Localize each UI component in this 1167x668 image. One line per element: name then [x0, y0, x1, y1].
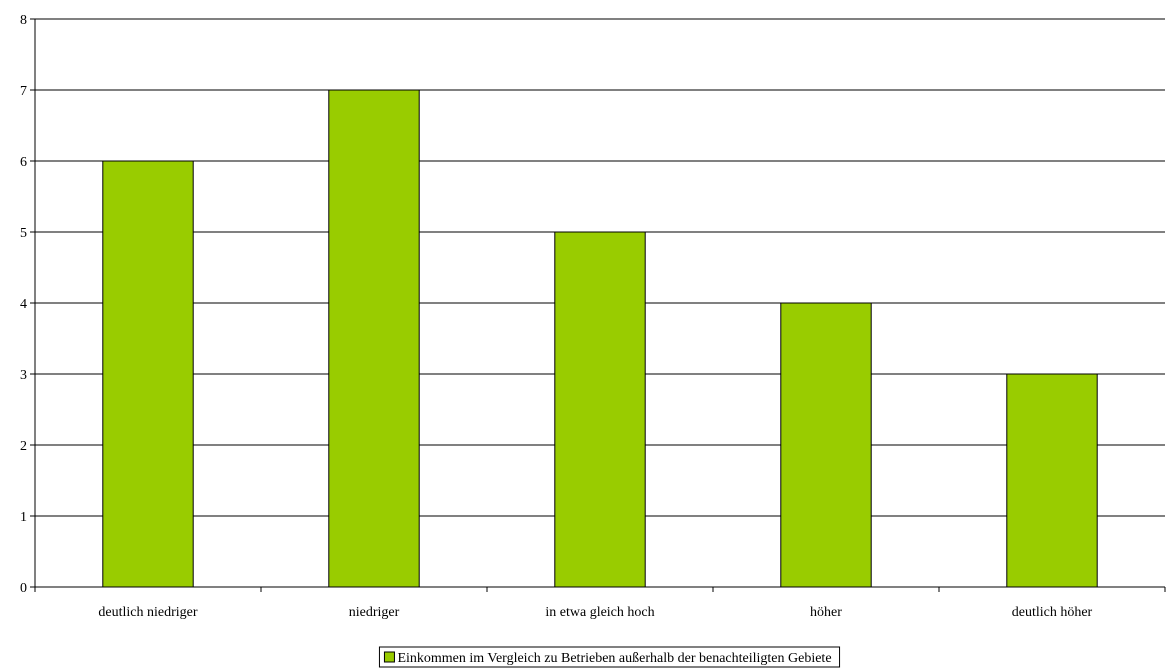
bars	[102, 89, 1098, 588]
y-tick-label: 0	[20, 581, 27, 596]
bar	[102, 160, 194, 588]
bar	[554, 231, 646, 588]
y-tick-label: 3	[20, 368, 27, 383]
x-tick-label: niedriger	[349, 605, 400, 620]
bar	[328, 89, 420, 588]
x-tick-label: deutlich höher	[1012, 605, 1093, 620]
axes	[30, 18, 1166, 592]
y-tick-label: 8	[20, 13, 27, 28]
bar	[1006, 373, 1098, 588]
legend-box	[378, 646, 841, 668]
y-tick-label: 6	[20, 155, 27, 170]
y-tick-label: 5	[20, 226, 27, 241]
legend: Einkommen im Vergleich zu Betrieben auße…	[378, 646, 841, 668]
y-tick-labels: 0 1 2 3 4 5 6 7 8	[20, 13, 27, 596]
x-tick-label: höher	[810, 605, 842, 620]
x-tick-labels: deutlich niedriger niedriger in etwa gleic…	[98, 605, 1092, 620]
y-tick-label: 1	[20, 510, 27, 525]
y-tick-label: 7	[20, 84, 27, 99]
y-tick-label: 4	[20, 297, 27, 312]
legend-label: Einkommen im Vergleich zu Betrieben auße…	[397, 651, 831, 666]
x-tick-label: deutlich niedriger	[98, 605, 197, 620]
y-tick-label: 2	[20, 439, 27, 454]
x-tick-label: in etwa gleich hoch	[545, 605, 654, 620]
bar	[780, 302, 872, 588]
legend-swatch	[383, 651, 395, 663]
